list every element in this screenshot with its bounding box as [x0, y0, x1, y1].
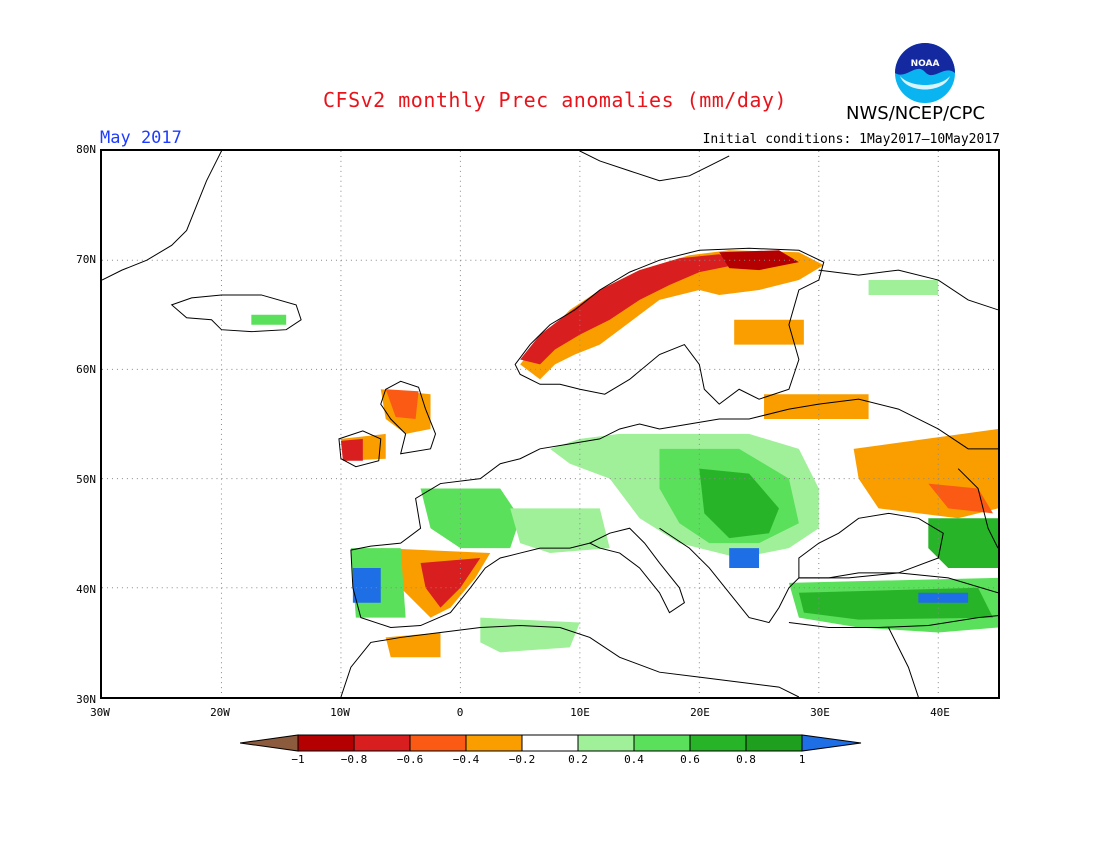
- lon-label: 30W: [90, 706, 110, 719]
- anomaly-patch-ireland-red: [340, 438, 363, 461]
- anomaly-patch-portugal-blue: [352, 567, 381, 603]
- forecast-month: May 2017: [100, 128, 182, 148]
- anomaly-patch-iceland: [251, 314, 287, 325]
- colorbar-cell: [409, 734, 467, 752]
- anomaly-patch-nafrica: [480, 617, 580, 653]
- anomaly-patch-norway-red: [520, 254, 740, 365]
- initial-conditions: Initial conditions: 1May2017—10May2017: [702, 132, 1000, 147]
- coastlines: [101, 150, 999, 698]
- novaya-coast: [818, 269, 999, 311]
- anomaly-patch-france-light: [510, 508, 610, 554]
- colorbar-label: −0.4: [452, 753, 480, 766]
- colorbar-cell: [521, 734, 579, 752]
- noaa-logo-icon: NOAA: [895, 43, 955, 103]
- colorbar-label: 1: [798, 753, 806, 766]
- anomaly-patch-turkey-dark: [798, 587, 994, 620]
- anomaly-patch-russia-green: [868, 280, 939, 295]
- colorbar-label: 0.2: [568, 753, 588, 766]
- colorbar-cell: [689, 734, 747, 752]
- colorbar-label: −1: [291, 753, 305, 766]
- lon-label: 20E: [690, 706, 710, 719]
- nafrica-coast: [340, 625, 800, 698]
- chart-title: CFSv2 monthly Prec anomalies (mm/day): [322, 88, 788, 112]
- organization-label: NWS/NCEP/CPC: [846, 103, 986, 124]
- colorbar-cell: [745, 734, 803, 752]
- lat-label: 60N: [76, 363, 96, 376]
- uk-coast: [380, 380, 437, 455]
- scandinavia-coast: [514, 247, 825, 405]
- anomaly-patch-turkey-blue: [918, 592, 969, 603]
- france-iberia-coast: [350, 448, 590, 629]
- middle-east-coast: [888, 627, 919, 698]
- anomaly-patch-france: [420, 488, 521, 549]
- colorbar-below-arrow: [239, 734, 299, 752]
- iceland-coast: [170, 294, 302, 333]
- lon-label: 20W: [210, 706, 230, 719]
- anomaly-patch-caucasus-green: [928, 518, 998, 568]
- anomaly-patch-uk-red: [385, 389, 419, 420]
- italy-coast: [588, 527, 685, 614]
- colorbar-label: 0.4: [624, 753, 644, 766]
- lon-label: 10E: [570, 706, 590, 719]
- colorbar-above-arrow: [801, 734, 862, 752]
- map-panel: [100, 149, 1000, 699]
- gridlines: [102, 151, 998, 697]
- anomaly-map: [101, 150, 999, 698]
- blacksea-coast: [798, 512, 944, 579]
- anomaly-patch-norway: [520, 250, 824, 380]
- lon-label: 40E: [930, 706, 950, 719]
- noaa-logo: NOAA: [894, 42, 956, 104]
- lat-label: 30N: [76, 693, 96, 706]
- lon-label: 10W: [330, 706, 350, 719]
- greenland-coast: [101, 150, 222, 281]
- europe-coast: [539, 398, 998, 450]
- colorbar-cell: [297, 734, 355, 752]
- colorbar-svg: [239, 734, 862, 752]
- logo-text: NOAA: [911, 59, 940, 69]
- lon-label: 0: [456, 706, 464, 719]
- colorbar-cell: [633, 734, 691, 752]
- anomaly-patch-nafrica-orange: [385, 632, 441, 658]
- colorbar-cell: [577, 734, 635, 752]
- anomaly-patch-spain-red: [420, 558, 481, 608]
- colorbar: [239, 734, 862, 752]
- anomaly-patch-east-red: [928, 483, 994, 514]
- caspian-coast: [957, 468, 999, 549]
- lat-label: 40N: [76, 583, 96, 596]
- colorbar-cell: [465, 734, 523, 752]
- svalbard-coast: [579, 150, 730, 182]
- colorbar-label: −0.6: [396, 753, 424, 766]
- balkans-coast: [659, 527, 800, 624]
- lon-label: 30E: [810, 706, 830, 719]
- lat-label: 80N: [76, 143, 96, 156]
- lat-label: 70N: [76, 253, 96, 266]
- colorbar-label: −0.2: [508, 753, 536, 766]
- anomaly-patch-central-dark: [699, 468, 779, 539]
- anomaly-patch-finland: [734, 319, 804, 345]
- anomaly-patch-russia: [764, 394, 869, 420]
- turkey-south-coast: [788, 615, 999, 629]
- colorbar-cell: [353, 734, 411, 752]
- turkey-coast: [798, 572, 999, 594]
- colorbar-label: 0.6: [680, 753, 700, 766]
- ireland-coast: [338, 430, 382, 468]
- anomaly-shading: [251, 250, 998, 658]
- anomaly-patch-balkans-blue: [729, 548, 760, 568]
- colorbar-label: −0.8: [340, 753, 368, 766]
- lat-label: 50N: [76, 473, 96, 486]
- colorbar-label: 0.8: [736, 753, 756, 766]
